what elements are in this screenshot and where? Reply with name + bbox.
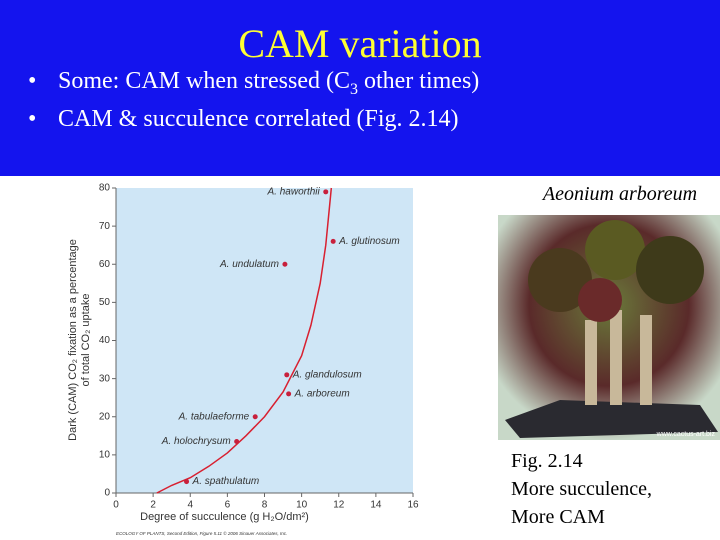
stem	[640, 315, 652, 405]
point-label: A. spathulatum	[192, 476, 260, 487]
x-tick-label: 14	[370, 499, 382, 510]
x-tick-label: 4	[187, 499, 193, 510]
bullet-text: other times)	[358, 68, 479, 94]
y-tick-label: 40	[99, 335, 111, 346]
pot	[505, 400, 718, 438]
figure-caption: More succulence,	[511, 478, 652, 500]
photo-caption: Aeonium arboreum	[541, 183, 697, 205]
bullet-mark: •	[28, 106, 36, 132]
point	[284, 372, 290, 378]
point	[234, 439, 240, 445]
x-tick-label: 6	[225, 499, 231, 510]
watermark: www.cactus-art.biz	[656, 431, 716, 438]
photo: www.cactus-art.biz	[498, 215, 720, 440]
point	[252, 414, 258, 420]
y-axis-label: Dark (CAM) CO₂ fixation as a percentage	[67, 239, 79, 441]
x-axis-label: Degree of succulence (g H₂O/dm²)	[140, 511, 309, 523]
point	[184, 479, 190, 485]
point	[286, 391, 292, 397]
stem	[585, 320, 597, 405]
x-tick-label: 12	[333, 499, 345, 510]
x-tick-label: 10	[296, 499, 308, 510]
slide-title: CAM variation	[238, 21, 481, 66]
point	[323, 189, 329, 195]
bullet: CAM & succulence correlated (Fig. 2.14)	[58, 106, 459, 132]
x-tick-label: 8	[262, 499, 268, 510]
y-tick-label: 0	[104, 488, 110, 499]
point	[330, 238, 336, 244]
plot-area	[116, 188, 413, 493]
subscript: 3	[350, 81, 358, 98]
y-tick-label: 60	[99, 259, 111, 270]
stem	[610, 310, 622, 405]
rosette	[636, 236, 704, 304]
bullet-mark: •	[28, 68, 36, 94]
x-tick-label: 0	[113, 499, 119, 510]
point-label: A. tabulaeforme	[178, 411, 250, 422]
rosette	[528, 248, 592, 312]
rosette	[585, 220, 645, 280]
y-tick-label: 70	[99, 221, 111, 232]
y-tick-label: 30	[99, 373, 111, 384]
rosette	[578, 278, 622, 322]
figure-caption: Fig. 2.14	[511, 450, 583, 472]
point-label: A. haworthii	[267, 186, 321, 197]
point-label: A. arboreum	[294, 389, 350, 400]
y-tick-label: 10	[99, 450, 111, 461]
bullet-text: Some: CAM when stressed (C	[58, 68, 350, 94]
point-label: A. glutinosum	[338, 236, 400, 247]
y-tick-label: 20	[99, 411, 111, 422]
y-tick-label: 80	[99, 183, 111, 194]
point-label: A. holochrysum	[161, 436, 231, 447]
point-label: A. undulatum	[219, 259, 279, 270]
y-axis-label: of total CO₂ uptake	[80, 294, 92, 387]
x-tick-label: 16	[407, 499, 419, 510]
credit: ECOLOGY OF PLANTS, Second Edition, Figur…	[116, 530, 287, 536]
fit-curve	[156, 187, 333, 494]
chart: 0 2 4 6 8 10 12 14 16 0 10 20 30 40 50 60 70 80 Degree of …	[67, 183, 419, 536]
point	[282, 261, 288, 267]
y-tick-label: 50	[99, 297, 111, 308]
point-label: A. glandulosum	[292, 369, 362, 380]
figure-caption: More CAM	[511, 506, 605, 528]
bullet: Some: CAM when stressed (C3 other times)	[58, 68, 479, 98]
x-tick-label: 2	[150, 499, 156, 510]
